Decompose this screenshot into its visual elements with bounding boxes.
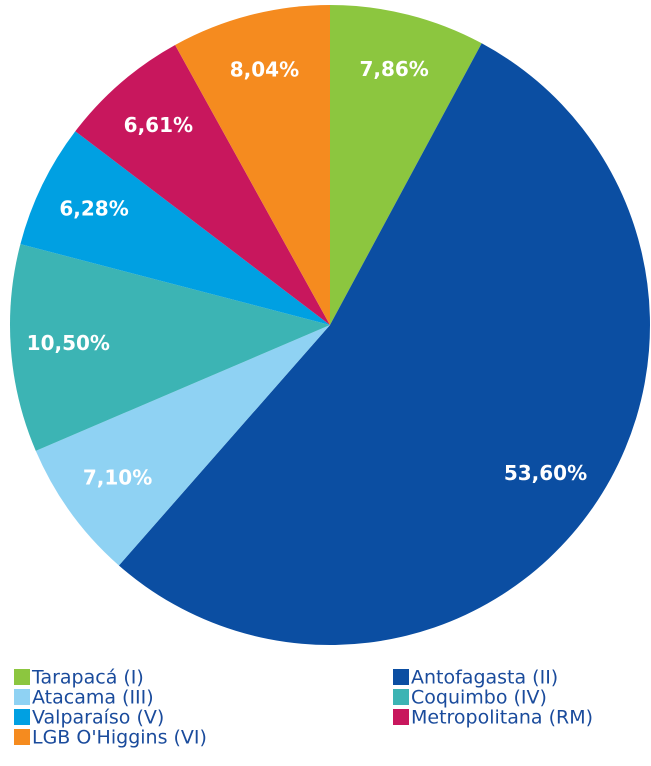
legend-label: Coquimbo (IV) [411,687,547,709]
legend-label: Valparaíso (V) [32,707,164,729]
pie-slice [9,244,330,451]
legend-label: Antofagasta (II) [411,667,558,689]
legend-swatch [14,669,30,685]
legend-swatch [14,709,30,725]
legend-label: LGB O'Higgins (VI) [32,727,207,749]
pie-slice [118,43,651,646]
pie-slice [175,5,330,325]
legend-swatch [393,669,409,685]
legend-swatch [14,689,30,705]
legend-label: Metropolitana (RM) [411,707,593,729]
pie-slice [20,131,331,325]
slice-label: 7,10% [83,466,152,490]
slice-label: 6,28% [59,197,128,221]
slice-label: 6,61% [124,113,193,137]
pie-slice [75,44,330,325]
slice-label: 53,60% [504,461,587,485]
legend-label: Tarapacá (I) [31,667,144,689]
slice-label: 10,50% [27,331,110,355]
legend-swatch [393,709,409,725]
pie-slice [35,325,330,566]
legend-swatch [393,689,409,705]
slice-label: 7,86% [359,57,428,81]
legend-swatch [14,729,30,745]
legend-label: Atacama (III) [32,687,154,709]
pie-slice [330,5,482,325]
slice-label: 8,04% [230,57,299,81]
